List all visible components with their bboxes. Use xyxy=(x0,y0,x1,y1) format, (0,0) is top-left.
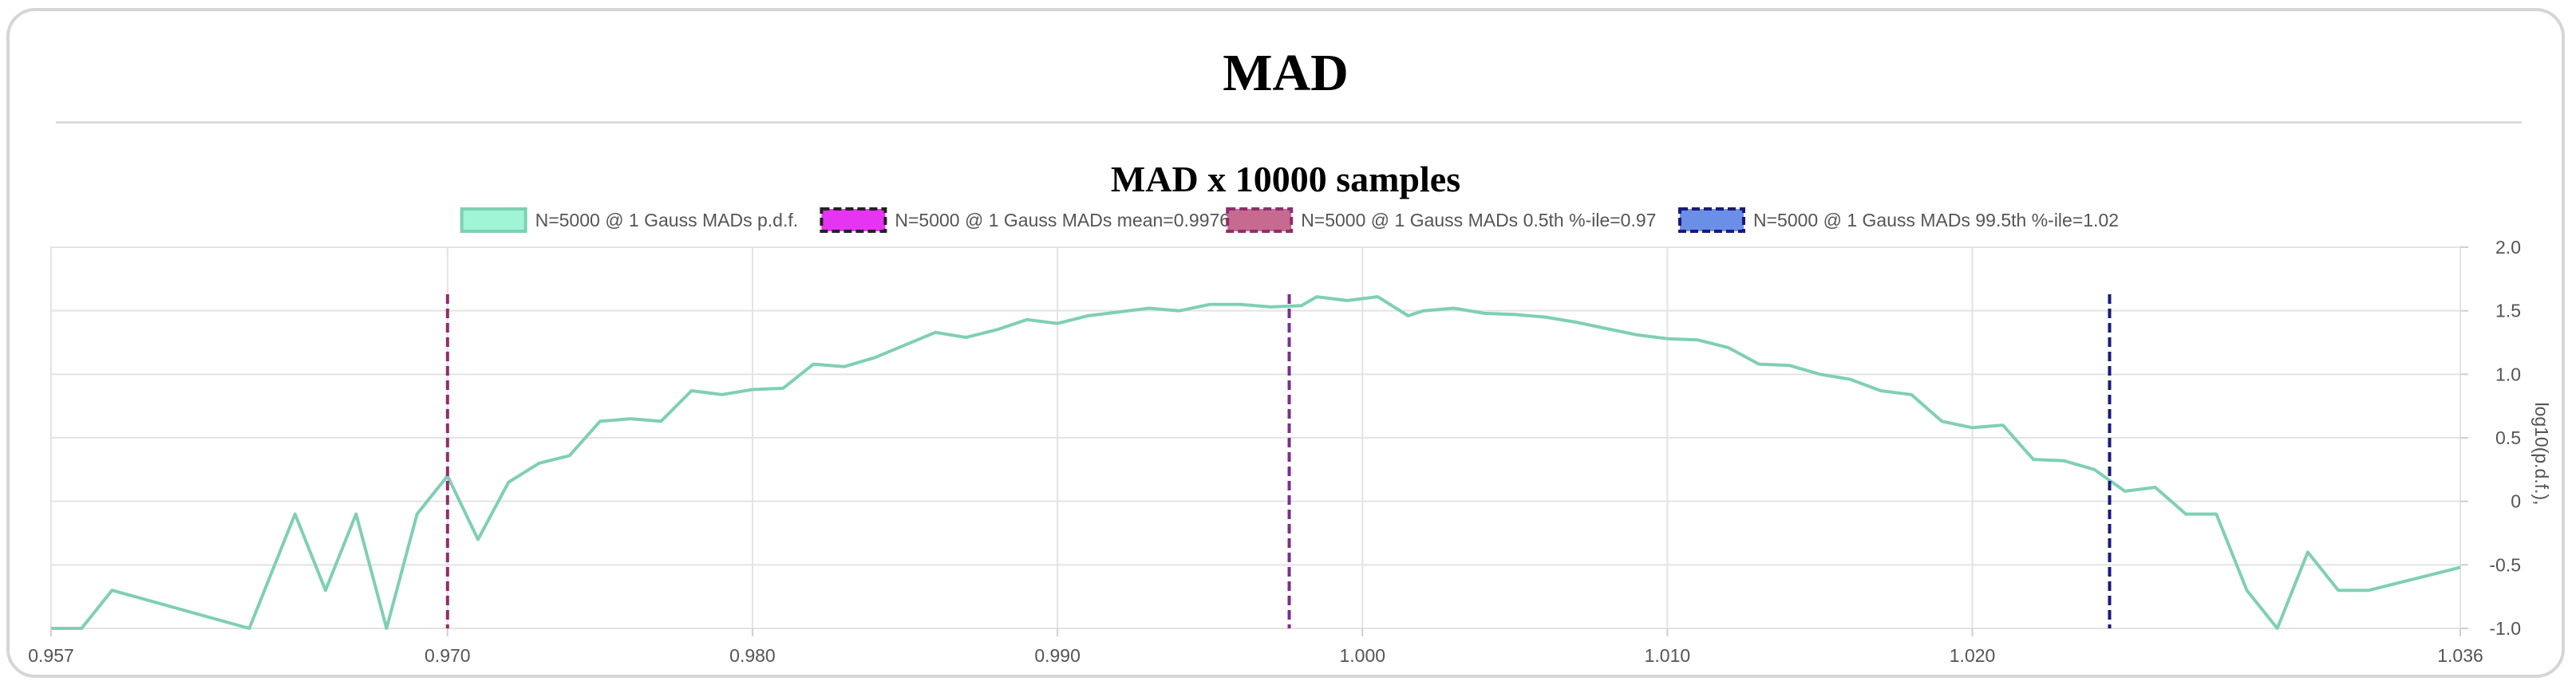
title-divider xyxy=(56,121,2522,124)
y-tick-label: 1.5 xyxy=(2495,301,2521,321)
x-tick-label: 1.000 xyxy=(1339,645,1385,666)
legend-label: N=5000 @ 1 Gauss MADs mean=0.9976 xyxy=(895,210,1230,230)
y-tick-label: 1.0 xyxy=(2495,364,2521,384)
series-line xyxy=(51,295,2461,630)
y-tick-label: 0.5 xyxy=(2495,427,2521,448)
y-tick-label: 2.0 xyxy=(2495,237,2521,258)
chart-vertical-lines xyxy=(445,293,2112,628)
chart-card: MAD MAD x 10000 samples xyxy=(6,8,2565,678)
legend-swatch xyxy=(460,207,527,233)
legend-label: N=5000 @ 1 Gauss MADs p.d.f. xyxy=(535,210,799,230)
y-tick-label: -0.5 xyxy=(2489,554,2521,575)
y-axis-label: log10(p.d.f.), xyxy=(2531,402,2552,505)
y-tick-label: 0 xyxy=(2511,491,2521,512)
legend-swatch xyxy=(1678,207,1745,233)
x-tick-label: 1.010 xyxy=(1645,645,1691,666)
x-tick-label: 1.020 xyxy=(1950,645,1996,666)
chart-legend: N=5000 @ 1 Gauss MADs p.d.f. N=5000 @ 1 G… xyxy=(460,207,2119,233)
legend-swatch xyxy=(1226,207,1294,233)
x-tick-label: 0.980 xyxy=(729,645,776,666)
x-tick-label: 0.990 xyxy=(1034,645,1081,666)
legend-label: N=5000 @ 1 Gauss MADs 99.5th %-ile=1.02 xyxy=(1753,210,2119,230)
chart-title: MAD x 10000 samples xyxy=(1110,159,1461,199)
legend-label: N=5000 @ 1 Gauss MADs 0.5th %-ile=0.97 xyxy=(1301,210,1656,230)
page-title: MAD xyxy=(1223,44,1349,102)
x-tick-label: 0.957 xyxy=(28,645,74,666)
y-axis: 2.0 1.5 1.0 0.5 0 -0.5 -1.0 log10(p.d.f.), xyxy=(2460,237,2552,639)
x-tick-label: 0.970 xyxy=(425,645,471,666)
y-tick-label: -1.0 xyxy=(2489,618,2521,639)
x-tick-label: 1.036 xyxy=(2437,645,2483,666)
legend-swatch xyxy=(820,207,887,233)
x-axis: 0.957 0.970 0.980 0.990 1.000 1.010 1.020 1.036 xyxy=(28,628,2483,666)
chart-series xyxy=(51,295,2461,630)
